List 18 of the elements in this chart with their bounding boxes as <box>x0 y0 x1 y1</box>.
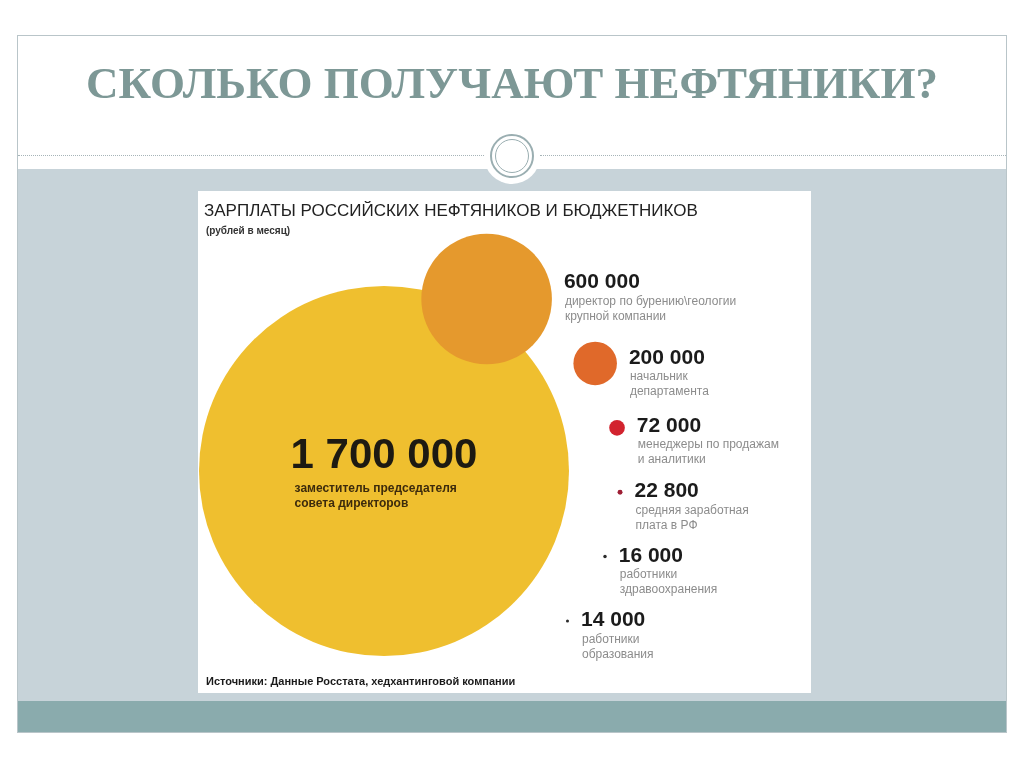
text: СКОЛЬКО ПОЛУЧАЮТ НЕФТЯНИКИ? <box>85 57 939 110</box>
category-label: директор по бурению\геологии крупной компании <box>564 293 737 323</box>
category-label: заместитель председателя совета директоров <box>294 481 457 511</box>
category-label: работники образования <box>582 631 654 661</box>
category-label: работники здравоохранения <box>619 567 718 597</box>
data-label: 200 000 <box>628 344 705 368</box>
text: ЗАРПЛАТЫ РОССИЙСКИХ НЕФТЯНИКОВ И БЮДЖЕТНИКОВ <box>204 201 698 221</box>
data-label: 1 700 000 <box>290 429 478 477</box>
text: Источники: Данные Росстата, хедхантинговой компании <box>206 675 516 687</box>
text: (рублей в месяц) <box>206 225 291 236</box>
category-label: менеджеры по продажам и аналитики <box>637 437 779 467</box>
data-label: 600 000 <box>563 269 640 293</box>
category-label: начальник департамента <box>629 369 710 399</box>
data-label: 72 000 <box>636 412 702 436</box>
data-label: 22 800 <box>634 478 699 502</box>
data-label: 14 000 <box>581 607 646 631</box>
data-label: 16 000 <box>618 542 683 566</box>
category-label: средняя заработная плата в РФ <box>635 502 749 532</box>
